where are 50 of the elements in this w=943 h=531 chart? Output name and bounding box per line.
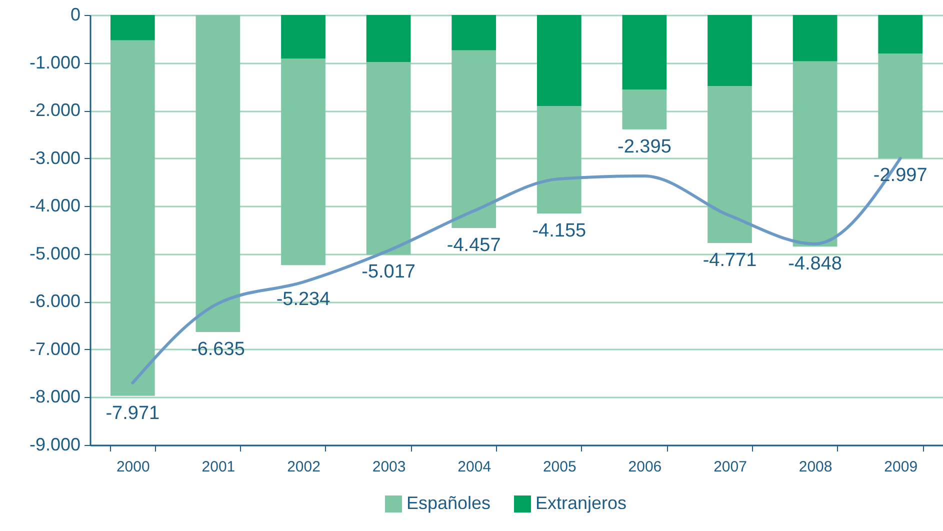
- total-label: -4.771: [702, 250, 757, 271]
- bar: [110, 40, 155, 396]
- bar: [792, 15, 838, 62]
- bar: [792, 61, 838, 247]
- bar: [452, 15, 496, 50]
- x-tick-label: 2007: [714, 458, 747, 476]
- y-tick-label: -6.000: [29, 291, 80, 312]
- x-tick-label: 2003: [372, 458, 406, 476]
- bar: [536, 15, 582, 106]
- bar: [708, 15, 752, 86]
- y-tick-label: -1.000: [29, 52, 80, 72]
- x-tick-label: 2002: [287, 458, 320, 476]
- y-tick-label: -4.000: [29, 196, 80, 216]
- y-tick-label: 0: [70, 4, 80, 24]
- y-tick-label: -5.000: [29, 243, 80, 264]
- x-tick-label: 2000: [116, 458, 150, 476]
- total-label: -4.457: [446, 234, 501, 256]
- bar: [366, 62, 411, 255]
- y-tick-label: -8.000: [29, 386, 80, 407]
- bar: [366, 15, 411, 62]
- total-label: -4.155: [532, 220, 586, 242]
- total-label: -5.017: [362, 262, 416, 283]
- bar: [878, 15, 923, 54]
- y-tick-label: -3.000: [29, 148, 80, 168]
- bar: [196, 15, 240, 332]
- bar: [878, 54, 923, 158]
- bar: [622, 90, 667, 130]
- bar: [708, 86, 752, 243]
- x-tick-label: 2008: [798, 458, 832, 476]
- x-tick-label: 2005: [542, 458, 576, 476]
- total-label: -7.971: [106, 402, 160, 424]
- y-tick-label: -9.000: [29, 434, 80, 454]
- x-tick-label: 2004: [458, 458, 492, 476]
- x-tick-label: 2009: [884, 458, 918, 476]
- bar: [281, 15, 326, 58]
- total-label: -2.395: [618, 136, 672, 158]
- legend-label: Extranjeros: [536, 493, 627, 513]
- legend-label: Españoles: [406, 493, 491, 513]
- bar: [536, 106, 582, 214]
- total-label: -6.635: [191, 339, 245, 360]
- bar: [281, 58, 326, 266]
- bar: [452, 50, 496, 228]
- x-tick-label: 2006: [628, 458, 662, 476]
- total-label: -5.234: [276, 289, 331, 310]
- y-tick-label: -2.000: [29, 100, 80, 120]
- bar: [622, 15, 667, 90]
- x-tick-label: 2001: [202, 458, 236, 476]
- total-label: -4.848: [788, 254, 842, 275]
- y-tick-label: -7.000: [29, 338, 80, 359]
- bar: [110, 15, 155, 40]
